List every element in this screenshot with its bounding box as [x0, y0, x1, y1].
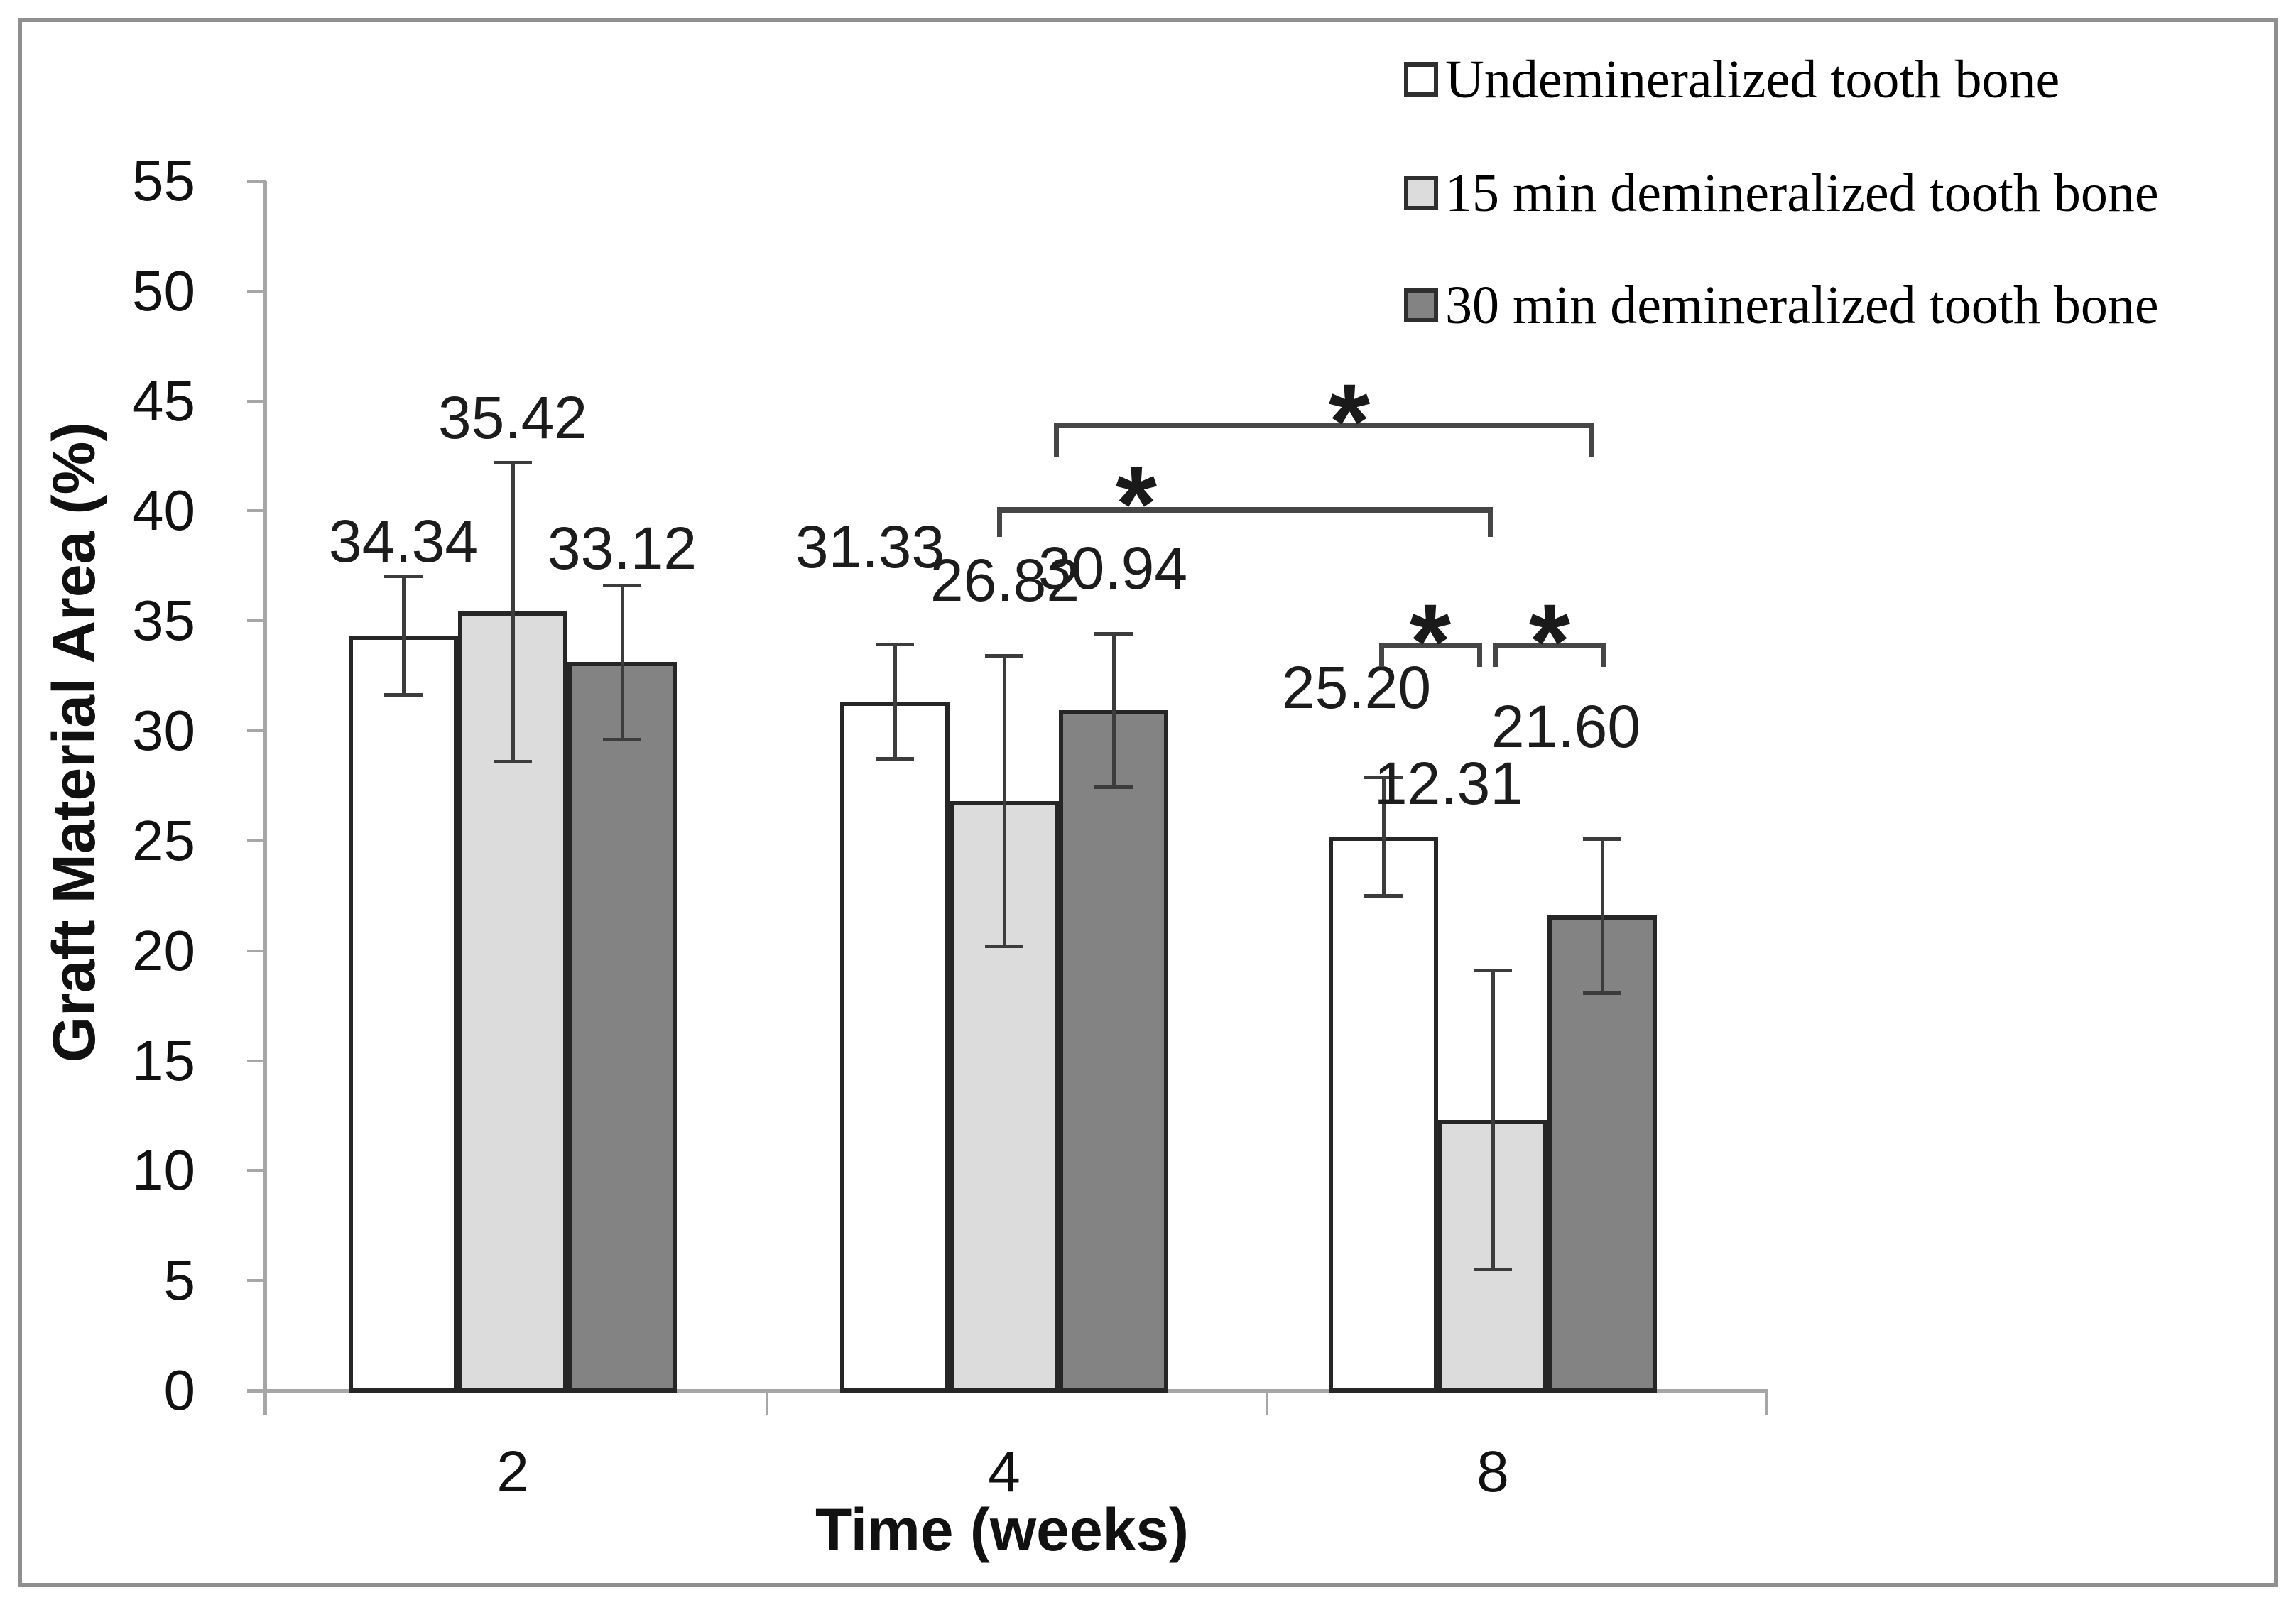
- y-tick-label: 20: [132, 918, 195, 982]
- significance-asterisk: *: [1115, 444, 1158, 563]
- error-bar: [1112, 633, 1116, 788]
- error-bar-cap-top: [876, 643, 914, 647]
- value-label: 31.33: [795, 513, 945, 580]
- y-tick-label: 30: [132, 699, 195, 763]
- y-tick: [247, 839, 266, 842]
- error-bar-cap-bottom: [876, 757, 914, 761]
- error-bar: [621, 585, 624, 739]
- error-bar: [511, 462, 515, 761]
- y-tick: [247, 399, 266, 403]
- error-bar: [1601, 838, 1604, 993]
- error-bar-cap-bottom: [1583, 991, 1621, 995]
- legend-swatch-30min: [1404, 288, 1438, 322]
- y-tick: [247, 1389, 266, 1392]
- value-label: 35.42: [437, 384, 588, 451]
- significance-bracket-leg: [997, 507, 1002, 537]
- error-bar: [893, 644, 897, 759]
- bar-s0-c2: [1329, 836, 1438, 1393]
- error-bar: [1491, 970, 1495, 1270]
- legend-swatch-15min: [1404, 176, 1438, 210]
- bar-s0-c0: [349, 635, 458, 1393]
- legend-swatch-undemineralized: [1404, 62, 1438, 97]
- bar-s0-c1: [840, 701, 950, 1393]
- value-label: 25.20: [1281, 654, 1432, 721]
- error-bar-cap-top: [985, 654, 1023, 658]
- significance-bracket-leg: [1054, 423, 1059, 457]
- value-label: 21.60: [1491, 693, 1641, 760]
- y-tick: [247, 729, 266, 733]
- error-bar-cap-bottom: [494, 759, 532, 763]
- y-tick-label: 35: [132, 589, 195, 653]
- error-bar: [1382, 777, 1386, 896]
- error-bar-cap-top: [603, 584, 641, 588]
- value-label: 30.94: [1038, 535, 1188, 602]
- x-axis-title: Time (weeks): [815, 1496, 1190, 1563]
- significance-bracket: [1493, 643, 1606, 648]
- significance-asterisk: *: [1328, 361, 1371, 481]
- significance-bracket-leg: [1589, 423, 1594, 457]
- significance-bracket-leg: [1493, 643, 1498, 667]
- error-bar-cap-bottom: [985, 944, 1023, 948]
- error-bar-cap-top: [1583, 837, 1621, 841]
- legend-label: 30 min demineralized tooth bone: [1445, 276, 2159, 335]
- significance-asterisk: *: [1528, 582, 1571, 701]
- y-tick: [247, 1279, 266, 1283]
- y-axis-title: Graft Material Area (%): [40, 421, 107, 1063]
- y-tick: [247, 949, 266, 952]
- significance-bracket-leg: [1488, 507, 1493, 537]
- error-bar-cap-top: [1474, 969, 1512, 973]
- y-tick-label: 55: [132, 149, 195, 212]
- y-tick: [247, 1059, 266, 1062]
- y-tick-label: 25: [132, 808, 195, 872]
- y-tick: [247, 619, 266, 623]
- value-label: 12.31: [1373, 750, 1524, 817]
- x-category-label: 4: [988, 1440, 1021, 1504]
- value-label: 33.12: [547, 515, 697, 582]
- x-category-label: 8: [1476, 1440, 1509, 1504]
- x-category-label: 2: [496, 1440, 529, 1504]
- y-tick: [247, 509, 266, 513]
- error-bar-cap-bottom: [384, 693, 423, 697]
- x-tick: [766, 1391, 768, 1415]
- y-tick: [247, 180, 266, 183]
- y-axis-line: [263, 181, 267, 1415]
- error-bar-cap-bottom: [1094, 785, 1133, 790]
- y-tick-label: 40: [132, 479, 195, 543]
- significance-bracket: [1054, 423, 1594, 428]
- bar-s2-c1: [1059, 709, 1168, 1393]
- significance-bracket-leg: [1477, 643, 1482, 667]
- error-bar-cap-top: [384, 575, 423, 579]
- x-tick: [1266, 1391, 1268, 1415]
- error-bar-cap-bottom: [603, 737, 641, 741]
- error-bar-cap-top: [1364, 776, 1403, 780]
- value-label: 34.34: [328, 508, 479, 575]
- y-tick-label: 5: [163, 1248, 196, 1312]
- error-bar-cap-top: [494, 460, 532, 464]
- y-tick: [247, 289, 266, 293]
- legend-label: 15 min demineralized tooth bone: [1445, 163, 2159, 223]
- y-tick: [247, 1169, 266, 1173]
- significance-bracket-leg: [1379, 643, 1384, 667]
- y-tick-label: 0: [163, 1359, 196, 1422]
- error-bar-cap-bottom: [1474, 1268, 1512, 1272]
- error-bar: [402, 576, 406, 695]
- y-tick-label: 10: [132, 1138, 195, 1202]
- x-tick: [1765, 1391, 1768, 1415]
- y-tick-label: 45: [132, 369, 195, 432]
- significance-bracket-leg: [1601, 643, 1606, 667]
- error-bar-cap-bottom: [1364, 894, 1403, 898]
- significance-asterisk: *: [1409, 582, 1452, 701]
- error-bar: [1003, 655, 1006, 946]
- y-tick-label: 15: [132, 1028, 195, 1092]
- significance-bracket: [1379, 643, 1482, 648]
- bar-s2-c0: [567, 662, 677, 1393]
- error-bar-cap-top: [1094, 631, 1133, 636]
- legend-label: Undemineralized tooth bone: [1445, 50, 2060, 109]
- value-label: 26.82: [930, 547, 1080, 614]
- significance-bracket: [997, 507, 1493, 513]
- y-tick-label: 50: [132, 259, 195, 322]
